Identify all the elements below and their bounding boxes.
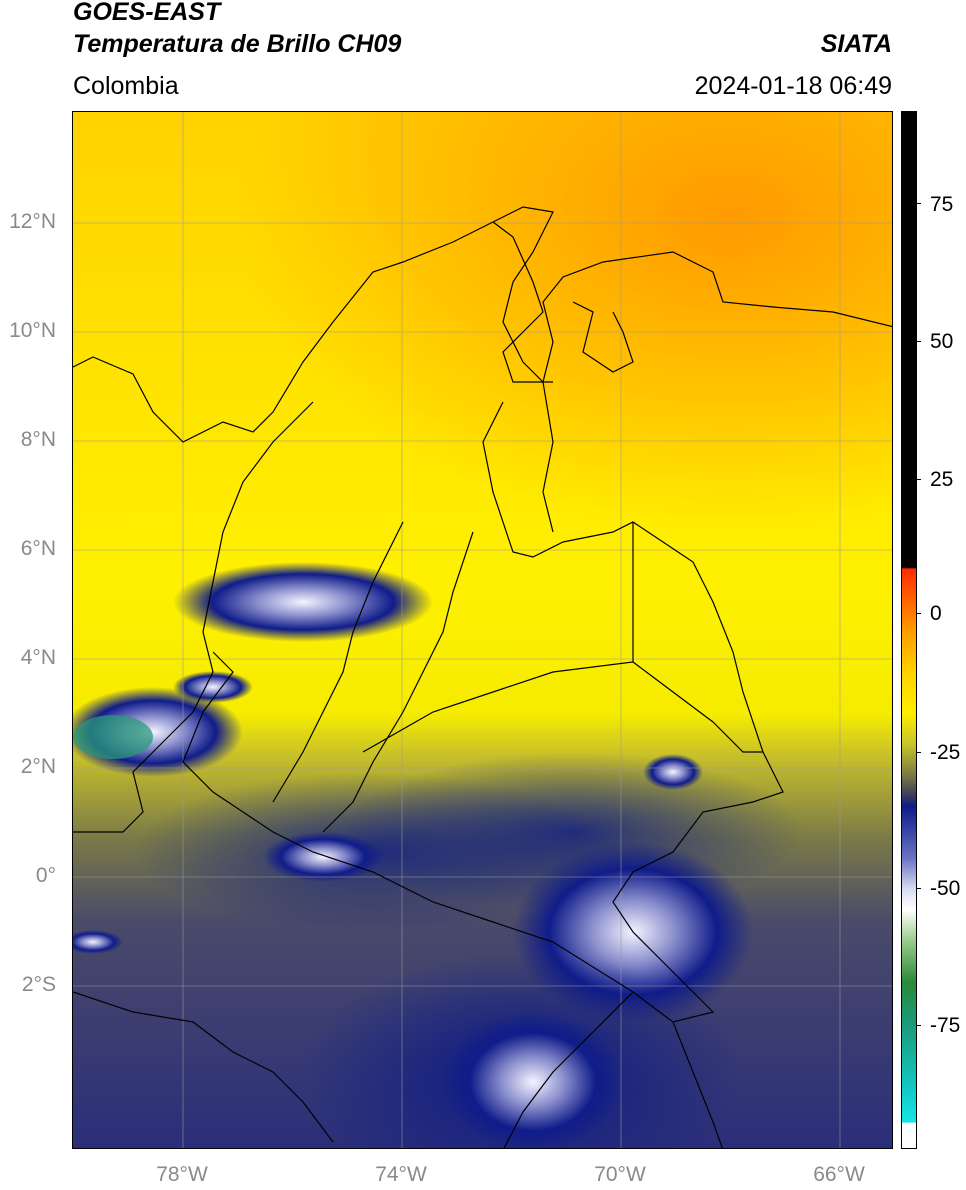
lat-tick-label: 12°N xyxy=(9,210,56,233)
lon-tick-label: 78°W xyxy=(156,1163,208,1186)
lat-tick-label: 0° xyxy=(35,864,56,887)
region-label: Colombia xyxy=(73,72,179,100)
colorbar-tick xyxy=(916,613,921,614)
lat-tick-label: 2°N xyxy=(20,755,56,778)
lat-tick-label: 2°S xyxy=(21,973,56,996)
lon-tick-label: 66°W xyxy=(813,1163,865,1186)
lon-tick-label: 70°W xyxy=(594,1163,646,1186)
satellite-title: GOES-EAST xyxy=(73,0,221,26)
cloud-cluster xyxy=(173,671,253,703)
lat-tick-label: 4°N xyxy=(20,646,56,669)
colorbar-tick xyxy=(916,752,921,753)
colorbar-tick-label: 50 xyxy=(930,330,954,353)
colorbar-tick xyxy=(916,888,921,889)
cloud-cluster xyxy=(173,562,433,642)
colorbar-tick-label: 25 xyxy=(930,468,954,491)
boundaries xyxy=(73,206,892,1148)
cloud-cluster xyxy=(643,754,703,790)
cloud-cluster xyxy=(263,832,383,882)
lat-tick-label: 10°N xyxy=(9,319,56,342)
colorbar-tick-label: 0 xyxy=(930,602,942,625)
colorbar xyxy=(901,111,917,1149)
product-title: Temperatura de Brillo CH09 xyxy=(73,30,402,58)
lon-tick-label: 74°W xyxy=(375,1163,427,1186)
colorbar-tick xyxy=(916,203,921,204)
colorbar-tick xyxy=(916,341,921,342)
cloud-cluster xyxy=(443,1012,623,1148)
organization-label: SIATA xyxy=(820,30,892,58)
colorbar-tick-label: -75 xyxy=(930,1014,961,1037)
graticule xyxy=(73,112,892,1148)
colorbar-tick-label: 75 xyxy=(930,193,954,216)
brightness-temperature-map xyxy=(73,112,892,1148)
colorbar-tick-label: -50 xyxy=(930,877,961,900)
datetime-label: 2024-01-18 06:49 xyxy=(694,72,892,100)
map-panel xyxy=(72,111,893,1149)
colorbar-tick-label: -25 xyxy=(930,741,961,764)
cloud-cluster xyxy=(73,930,123,954)
colorbar-tick xyxy=(916,1025,921,1026)
lat-tick-label: 8°N xyxy=(20,428,56,451)
warm-region xyxy=(73,112,892,632)
colorbar-tick xyxy=(916,479,921,480)
very-cold-core xyxy=(73,715,153,759)
lat-tick-label: 6°N xyxy=(20,537,56,560)
